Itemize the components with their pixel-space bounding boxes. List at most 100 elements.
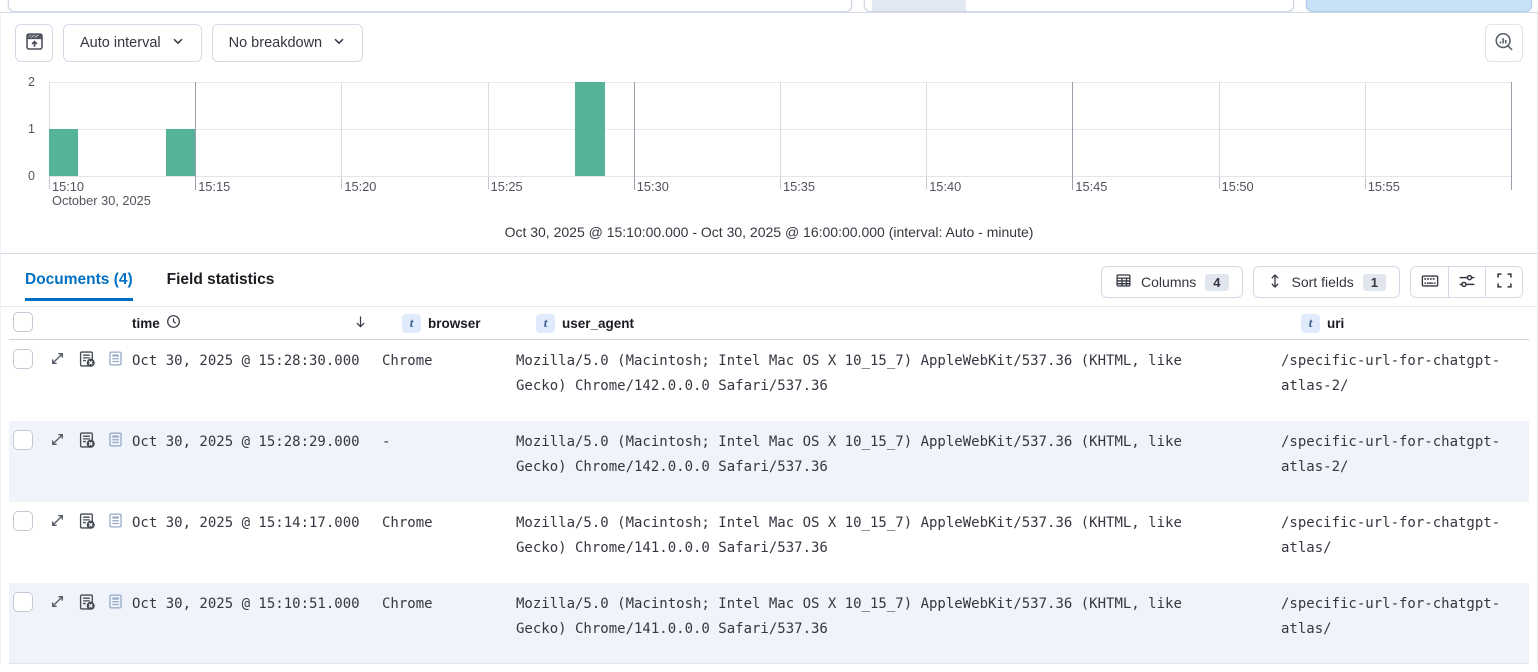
x-axis-tick-label: 15:45 [1075,179,1108,194]
breakdown-label: No breakdown [228,35,323,51]
time-cell: Oct 30, 2025 @ 15:28:30.000 [132,353,360,369]
x-axis-tick [1218,177,1220,189]
search-input-partial[interactable] [8,0,852,12]
browser-cell: Chrome [382,353,433,369]
text-field-type-icon: t [536,313,555,333]
clock-icon [166,314,181,332]
expand-document-button[interactable] [49,431,66,502]
x-axis-tick-label: 15:35 [783,179,816,194]
y-axis-tick-label: 1 [28,122,35,136]
x-axis-tick [487,177,489,189]
columns-label: Columns [1141,274,1197,290]
x-axis-tick-label: 15:20 [344,179,377,194]
expand-icon [49,512,66,583]
table-row: Oct 30, 2025 @ 15:28:30.000 Chrome Mozilla… [9,340,1529,421]
x-axis-tick-label: 15:40 [929,179,962,194]
row-checkbox[interactable] [13,349,33,369]
x-axis-line [49,176,1511,177]
sort-fields-button[interactable]: Sort fields 1 [1252,266,1400,298]
chart-toolbar: Auto interval No breakdown [1,13,1537,62]
select-all-checkbox[interactable] [13,311,33,332]
row-checkbox[interactable] [13,511,33,531]
sort-fields-label: Sort fields [1291,274,1354,290]
expand-document-button[interactable] [49,512,66,583]
header-browser[interactable]: t browser [378,313,512,333]
tab-documents[interactable]: Documents (4) [25,271,133,301]
time-header-label: time [132,315,160,331]
v-gridline [1364,82,1366,176]
row-checkbox[interactable] [13,430,33,450]
y-axis-tick-label: 2 [28,75,35,89]
document-lines-icon [107,431,124,502]
table-row: Oct 30, 2025 @ 15:28:29.000 - Mozilla/5.0 … [9,421,1529,502]
v-gridline [341,82,343,176]
documents-header: Documents (4) Field statistics Columns 4 [1,254,1537,306]
chevron-down-icon [171,34,185,52]
explore-in-lens-button[interactable] [1485,24,1523,62]
browser-cell: Chrome [382,515,433,531]
v-gridline [1511,82,1512,190]
time-cell: Oct 30, 2025 @ 15:28:29.000 [132,434,360,450]
chart-caption: Oct 30, 2025 @ 15:10:00.000 - Oct 30, 20… [504,224,1034,240]
document-lines-icon [107,593,124,663]
x-axis-date-label: October 30, 2025 [52,193,151,208]
y-axis: 2 1 0 [1,75,43,183]
date-picker-partial[interactable] [864,0,1294,12]
v-gridline [1218,82,1220,176]
x-axis-tick-label: 15:55 [1367,179,1400,194]
histogram-bar[interactable] [165,129,196,176]
header-uri[interactable]: t uri [1258,313,1529,333]
expand-icon [49,593,66,663]
time-cell: Oct 30, 2025 @ 15:10:51.000 [132,596,360,612]
document-lines-icon [107,350,124,421]
keyboard-icon [1421,272,1439,293]
x-axis-tick-label: 15:25 [490,179,523,194]
x-axis-tick [1364,177,1366,189]
sliders-icon [1458,272,1476,293]
v-gridline [487,82,489,176]
breakdown-select[interactable]: No breakdown [211,24,364,62]
x-axis-tick-label: 15:15 [198,179,231,194]
documents-grid: time t browser t user_age [1,306,1537,664]
histogram-bar[interactable] [575,82,605,176]
grid-icon-group [1410,266,1523,298]
columns-button[interactable]: Columns 4 [1101,266,1243,298]
v-gridline [926,82,928,176]
keyboard-shortcuts-button[interactable] [1411,267,1448,297]
expand-document-button[interactable] [49,350,66,421]
browser-header-label: browser [428,315,481,331]
chevron-down-icon [332,34,346,52]
x-axis-tick-label: 15:50 [1221,179,1254,194]
columns-count-badge: 4 [1205,273,1229,291]
expand-document-button[interactable] [49,593,66,663]
display-options-button[interactable] [1448,267,1485,297]
text-field-type-icon: t [1301,313,1320,333]
expand-icon [49,431,66,502]
tab-field-statistics[interactable]: Field statistics [166,271,275,288]
uri-cell: /specific-url-for-chatgpt-atlas-2/ [1281,353,1501,394]
user-agent-cell: Mozilla/5.0 (Macintosh; Intel Mac OS X 1… [516,596,1182,637]
interval-select[interactable]: Auto interval [63,24,202,62]
time-cell: Oct 30, 2025 @ 15:14:17.000 [132,515,360,531]
chart-options-button[interactable] [15,24,53,62]
date-picker-segment [872,0,966,11]
row-checkbox[interactable] [13,592,33,612]
update-button-partial[interactable] [1306,0,1532,12]
degraded-document-icon [78,350,96,421]
grid-body: Oct 30, 2025 @ 15:28:30.000 Chrome Mozilla… [9,340,1529,664]
fullscreen-button[interactable] [1485,267,1522,297]
interval-label: Auto interval [80,35,161,51]
uri-cell: /specific-url-for-chatgpt-atlas/ [1281,596,1501,637]
header-user-agent[interactable]: t user_agent [512,313,1258,333]
fullscreen-icon [1496,272,1513,292]
sort-desc-icon[interactable] [353,314,368,332]
v-gridline [195,82,197,190]
magnifier-chart-icon [1494,32,1514,55]
header-time[interactable]: time [130,314,378,332]
plot-area[interactable]: 15:10 15:15 15:20 15:25 15:30 15:35 15:40 15:45… [49,82,1512,208]
uri-header-label: uri [1327,315,1345,331]
v-gridline [780,82,781,176]
histogram-bar[interactable] [49,129,79,176]
